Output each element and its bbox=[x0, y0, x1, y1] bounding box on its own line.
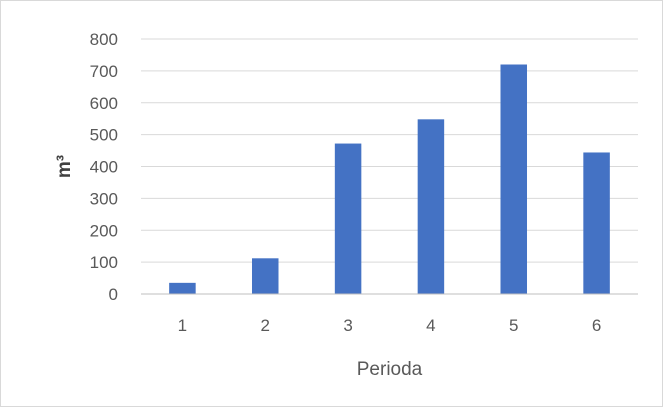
y-tick-label: 500 bbox=[90, 126, 118, 145]
y-axis-title: m³ bbox=[54, 155, 75, 178]
x-tick-label: 5 bbox=[509, 316, 518, 335]
bar-4 bbox=[417, 119, 445, 294]
x-tick-label: 2 bbox=[261, 316, 270, 335]
x-tick-label: 4 bbox=[426, 316, 435, 335]
x-tick-label: 6 bbox=[592, 316, 601, 335]
gridlines bbox=[141, 38, 638, 263]
y-tick-label: 800 bbox=[90, 30, 118, 49]
y-tick-label: 0 bbox=[109, 285, 118, 304]
y-tick-label: 400 bbox=[90, 158, 118, 177]
bar-3 bbox=[334, 143, 362, 294]
y-tick-label: 100 bbox=[90, 253, 118, 272]
bar-1 bbox=[169, 282, 196, 294]
bar-6 bbox=[583, 152, 610, 294]
x-axis-title: Perioda bbox=[357, 359, 423, 380]
y-tick-label: 200 bbox=[90, 221, 118, 240]
bar-5 bbox=[500, 64, 528, 294]
x-tick-label: 1 bbox=[178, 316, 187, 335]
y-axis-tick-labels: 0 100 200 300 400 500 600 700 800 bbox=[90, 30, 118, 304]
y-tick-label: 300 bbox=[90, 189, 118, 208]
x-axis-tick-labels: 1 2 3 4 5 6 bbox=[178, 316, 602, 335]
bars bbox=[169, 64, 610, 294]
y-tick-label: 700 bbox=[90, 62, 118, 81]
bar-2 bbox=[251, 258, 279, 294]
y-tick-label: 600 bbox=[90, 94, 118, 113]
x-tick-label: 3 bbox=[343, 316, 352, 335]
